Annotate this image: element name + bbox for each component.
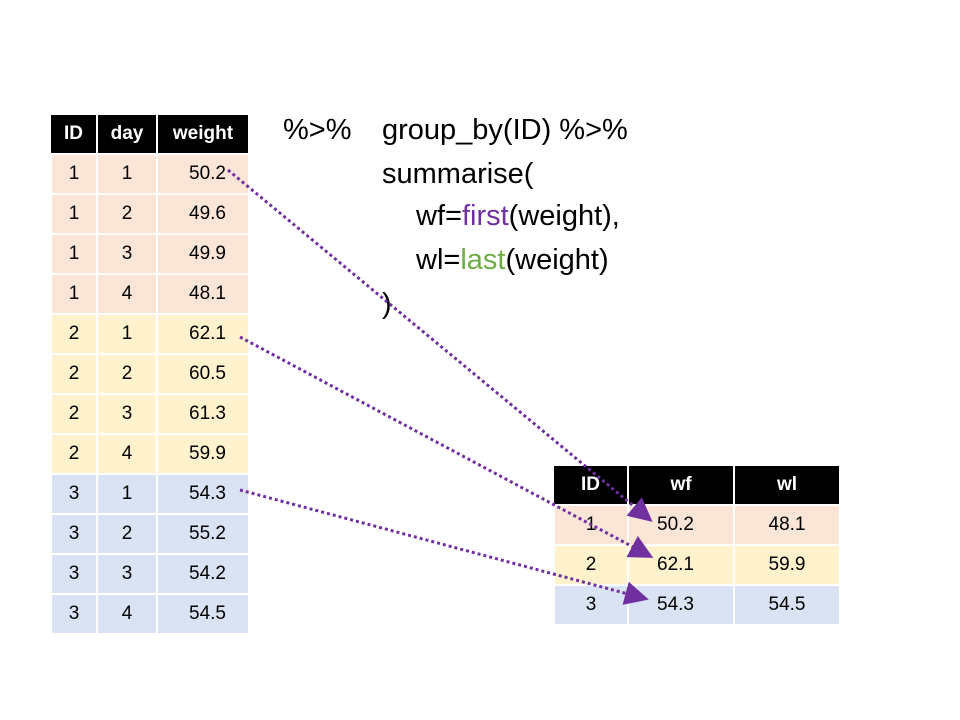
- table-cell: 54.2: [156, 553, 250, 595]
- code-group-by: group_by(ID) %>%: [382, 114, 628, 146]
- table-cell: 59.9: [156, 433, 250, 475]
- table-cell: 2: [553, 544, 629, 586]
- header-id: ID: [554, 466, 629, 505]
- table-cell: 2: [50, 353, 98, 395]
- header-wl: wl: [734, 466, 841, 505]
- table-cell: 50.2: [156, 153, 250, 195]
- table-cell: 54.3: [627, 584, 735, 626]
- input-table: ID day weight 1 1 50.2 1 2 49.6 1 3 49.9 1 4 48.1 2 1…: [50, 115, 250, 635]
- code-close-paren: ): [382, 288, 392, 320]
- code-wl-assign: wl=: [416, 244, 461, 276]
- header-day: day: [97, 115, 158, 154]
- table-cell: 48.1: [733, 504, 841, 546]
- code-first-fn: first: [461, 200, 509, 232]
- table-cell: 54.5: [156, 593, 250, 635]
- table-row: 1 4 48.1: [50, 273, 250, 315]
- table-cell: 4: [96, 273, 158, 315]
- table-cell: 59.9: [733, 544, 841, 586]
- table-cell: 49.9: [156, 233, 250, 275]
- table-cell: 2: [96, 193, 158, 235]
- table-cell: 1: [96, 313, 158, 355]
- table-cell: 1: [50, 233, 98, 275]
- code-last-fn: last: [460, 244, 506, 276]
- table-cell: 62.1: [156, 313, 250, 355]
- table-cell: 55.2: [156, 513, 250, 555]
- table-row: 2 4 59.9: [50, 433, 250, 475]
- code-wf-assign: wf=: [416, 200, 462, 232]
- table-cell: 4: [96, 593, 158, 635]
- table-cell: 2: [96, 513, 158, 555]
- table-cell: 60.5: [156, 353, 250, 395]
- table-row: 1 1 50.2: [50, 153, 250, 195]
- table-cell: 48.1: [156, 273, 250, 315]
- table-row: 3 4 54.5: [50, 593, 250, 635]
- table-row: 2 3 61.3: [50, 393, 250, 435]
- table-cell: 1: [50, 193, 98, 235]
- table-row: 3 1 54.3: [50, 473, 250, 515]
- table-cell: 3: [50, 553, 98, 595]
- code-summarise: summarise(: [382, 158, 534, 190]
- table-cell: 2: [50, 393, 98, 435]
- header-row: ID day weight: [51, 115, 250, 154]
- table-cell: 3: [50, 513, 98, 555]
- code-wf-line: wf=first(weight),: [416, 202, 620, 231]
- table-cell: 2: [50, 313, 98, 355]
- table-cell: 3: [50, 593, 98, 635]
- arrow-first-2: [239, 335, 654, 558]
- table-cell: 2: [50, 433, 98, 475]
- table-cell: 54.3: [156, 473, 250, 515]
- header-row: ID wf wl: [554, 466, 841, 505]
- table-row: 2 1 62.1: [50, 313, 250, 355]
- pipe-operator: %>%: [283, 114, 352, 146]
- table-row: 1 3 49.9: [50, 233, 250, 275]
- table-row: 3 3 54.2: [50, 553, 250, 595]
- table-row: 3 2 55.2: [50, 513, 250, 555]
- table-row: 1 2 49.6: [50, 193, 250, 235]
- table-cell: 1: [96, 473, 158, 515]
- table-cell: 61.3: [156, 393, 250, 435]
- code-wf-arg: (weight),: [508, 200, 620, 232]
- table-cell: 1: [96, 153, 158, 195]
- table-row: 3 54.3 54.5: [553, 584, 841, 626]
- table-cell: 49.6: [156, 193, 250, 235]
- table-cell: 3: [50, 473, 98, 515]
- table-cell: 1: [50, 153, 98, 195]
- table-cell: 1: [50, 273, 98, 315]
- table-cell: 4: [96, 433, 158, 475]
- code-wl-line: wl=last(weight): [416, 246, 609, 275]
- table-row: 2 2 60.5: [50, 353, 250, 395]
- header-weight: weight: [157, 115, 250, 154]
- arrow-first-3: [239, 488, 649, 605]
- table-row: 150.248.1: [553, 504, 841, 546]
- code-wl-arg: (weight): [505, 244, 609, 276]
- table-cell: 2: [96, 353, 158, 395]
- table-cell: 3: [96, 233, 158, 275]
- table-cell: 54.5: [733, 584, 841, 626]
- table-cell: 3: [96, 553, 158, 595]
- table-cell: 3: [96, 393, 158, 435]
- arrow-first-1: [227, 168, 653, 522]
- header-id: ID: [51, 115, 98, 154]
- table-cell: 3: [553, 584, 629, 626]
